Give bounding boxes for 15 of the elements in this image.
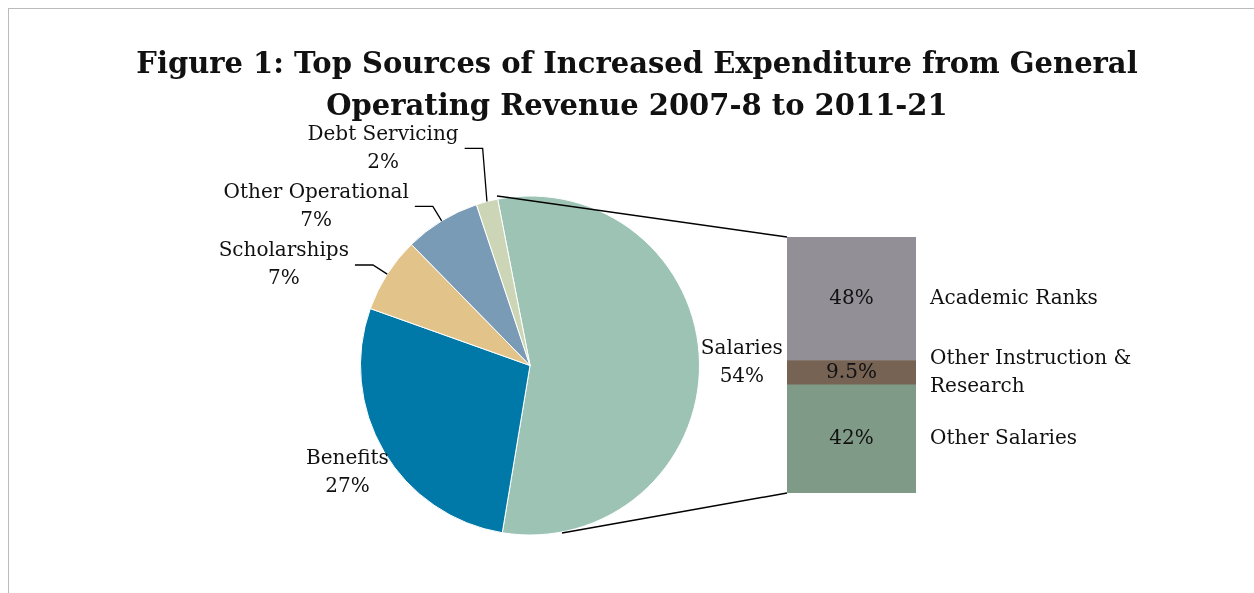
data-label: 7% (300, 206, 333, 231)
data-label: 2% (367, 148, 399, 173)
slice-label: Salaries (700, 334, 783, 359)
slice-label: Other Operational (223, 178, 409, 203)
data-label: 7% (267, 265, 300, 290)
data-label: 9.5% (826, 358, 877, 383)
slice-label: Benefits (305, 445, 389, 470)
series-label: Academic Ranks (929, 284, 1098, 309)
data-label: 48% (829, 284, 874, 309)
data-label: 54% (719, 362, 765, 387)
series-label: Other Instruction & Research (930, 344, 1132, 397)
data-label: 27% (325, 473, 370, 498)
slice-label: Scholarships (218, 237, 349, 262)
series-label: Other Salaries (930, 425, 1078, 450)
data-label: 42% (829, 425, 874, 450)
